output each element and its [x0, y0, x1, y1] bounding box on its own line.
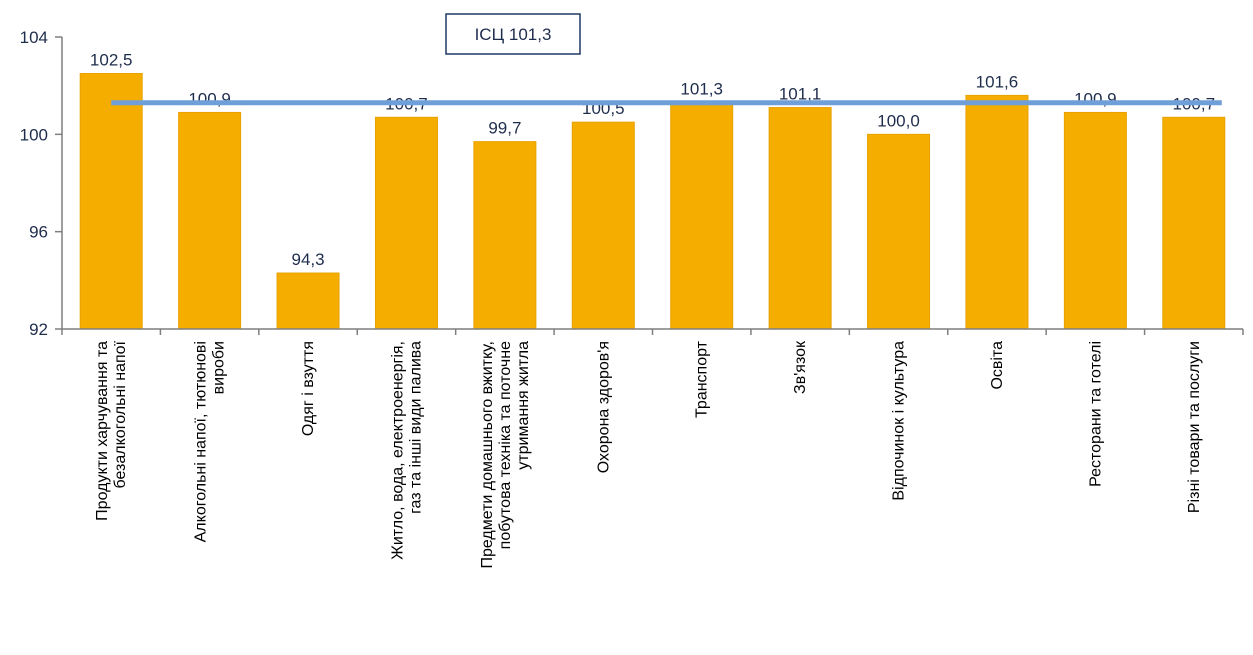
data-label: 101,1 [779, 85, 822, 104]
category-label: Транспорт [694, 340, 711, 418]
y-axis-ticks: 92 96 100 104 [20, 28, 1244, 339]
category-label-line: вироби [211, 341, 228, 394]
category-label: Ресторани та готелі [1087, 341, 1104, 487]
category-label: Продукти харчування табезалкогольні напо… [94, 340, 129, 520]
category-label: Зв'язок [792, 340, 809, 394]
data-label: 100,9 [188, 89, 231, 108]
bar [374, 116, 438, 330]
bar [1063, 111, 1127, 330]
category-label-line: Охорона здоров'я [595, 341, 612, 473]
category-label: Алкогольні напої, тютюновівироби [193, 341, 228, 542]
data-label: 102,5 [90, 51, 133, 70]
category-label-line: утримання житла [515, 341, 532, 470]
bar [670, 102, 734, 330]
category-label: Одяг і взуття [300, 341, 317, 436]
bar [571, 121, 635, 330]
bar [1162, 116, 1226, 330]
category-label-line: Одяг і взуття [300, 341, 317, 436]
y-tick-label: 96 [29, 223, 48, 242]
category-label: Охорона здоров'я [595, 341, 612, 473]
bar [768, 107, 832, 330]
bar [178, 111, 242, 330]
category-label-line: побутова техніка та поточне [497, 341, 514, 549]
category-label-line: Предмети домашнього вжитку, [479, 341, 496, 569]
category-labels: Продукти харчування табезалкогольні напо… [94, 340, 1203, 569]
bar [965, 94, 1029, 330]
category-label-line: Відпочинок і культура [891, 341, 908, 501]
category-label-line: Освіта [989, 341, 1006, 390]
data-label: 101,3 [680, 80, 723, 99]
category-label-line: безалкогольні напої [112, 340, 129, 488]
data-labels: 102,5100,994,3100,799,7100,5101,3101,110… [90, 51, 1215, 270]
category-label: Різні товари та послуги [1186, 341, 1203, 513]
bar [276, 272, 340, 330]
reference-label-frame [445, 13, 581, 55]
data-label: 100,9 [1074, 89, 1117, 108]
category-label-line: Зв'язок [792, 340, 809, 394]
reference-label: ІСЦ 101,3 [475, 25, 552, 44]
data-label: 99,7 [488, 119, 521, 138]
reference-label-box: ІСЦ 101,3 [445, 13, 581, 55]
bar [473, 141, 537, 330]
category-label: Освіта [989, 341, 1006, 390]
category-label-line: Житло, вода, електроенергія, [389, 341, 406, 560]
category-label: Житло, вода, електроенергія,газ та інші … [389, 341, 424, 560]
category-label-line: Продукти харчування та [94, 341, 111, 521]
bar [79, 73, 143, 330]
category-label-line: Ресторани та готелі [1087, 341, 1104, 487]
category-label-line: Різні товари та послуги [1186, 341, 1203, 513]
bar [867, 133, 931, 330]
y-tick-label: 92 [29, 320, 48, 339]
category-label: Предмети домашнього вжитку,побутова техн… [479, 341, 532, 569]
category-label-line: Алкогольні напої, тютюнові [193, 341, 210, 542]
category-label: Відпочинок і культура [891, 341, 908, 501]
y-tick-label: 104 [20, 28, 48, 47]
category-label-line: газ та інші види палива [407, 341, 424, 514]
category-label-line: Транспорт [694, 340, 711, 418]
data-label: 101,6 [976, 72, 1019, 91]
data-label: 100,0 [877, 111, 920, 130]
bars [79, 73, 1226, 330]
y-tick-label: 100 [20, 125, 48, 144]
data-label: 94,3 [291, 250, 324, 269]
